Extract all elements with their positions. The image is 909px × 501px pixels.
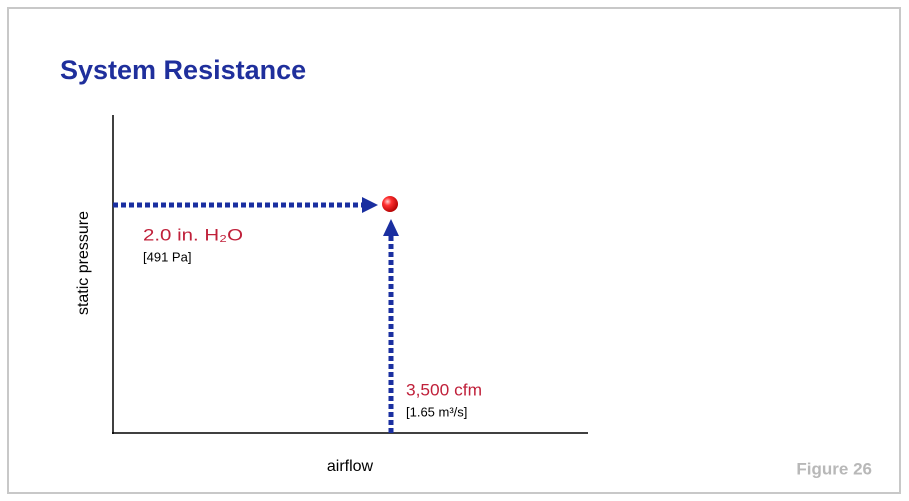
slide-frame [7, 7, 901, 494]
arrowhead [383, 219, 399, 236]
arrowhead [362, 197, 378, 213]
pressure-si: [491 Pa] [143, 249, 191, 264]
flow-value: 3,500 cfm [406, 380, 482, 399]
y-axis-label: static pressure [75, 211, 92, 315]
pressure-value: 2.0 in. H₂O [143, 225, 243, 244]
flow-si: [1.65 m³/s] [406, 404, 467, 419]
operating-point [382, 196, 398, 212]
x-axis-label: airflow [327, 458, 374, 475]
title: System Resistance [60, 55, 306, 85]
figure-number: Figure 26 [796, 459, 872, 478]
